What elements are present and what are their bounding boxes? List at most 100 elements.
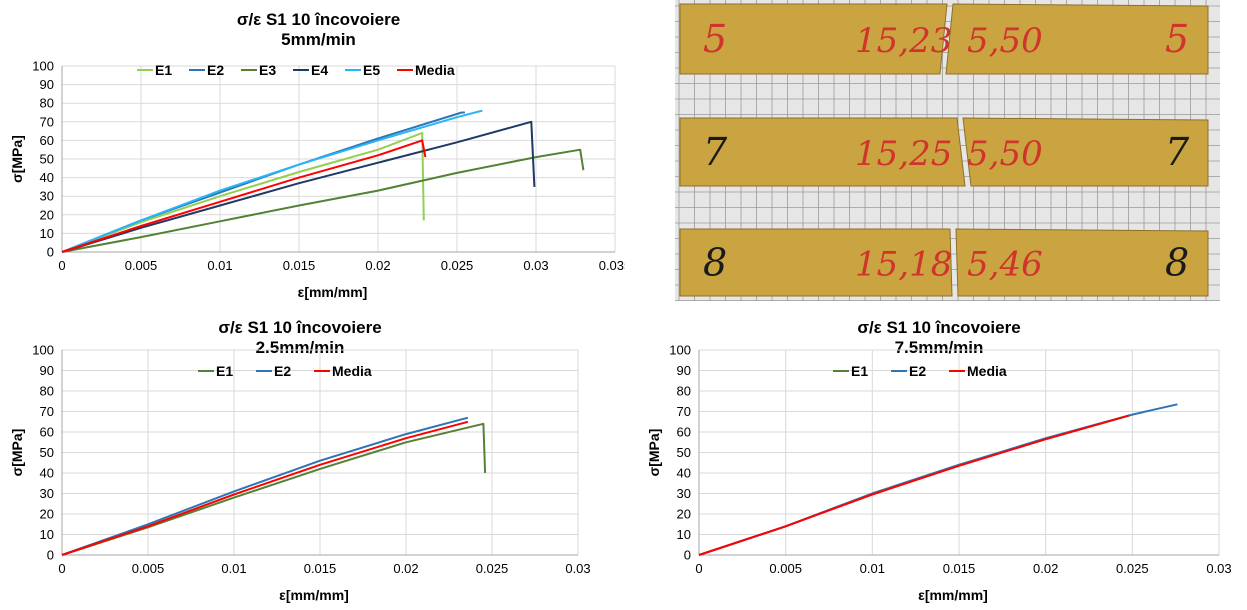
y-tick-label: 10 [40,226,54,241]
y-tick-label: 30 [40,486,54,501]
specimen-width-text: 15,18 [855,245,952,285]
y-tick-label: 90 [677,363,691,378]
chart-title: σ/ε S1 10 încovoiere [237,10,400,29]
specimen-mark-left: 5 [703,17,727,61]
chart-title: σ/ε S1 10 încovoiere [218,318,381,337]
x-tick-label: 0.015 [943,561,976,576]
specimen-mark-right: 8 [1165,241,1189,285]
chart-subtitle: 5mm/min [281,30,356,49]
specimen-mark-right: 7 [1165,130,1190,174]
chart-7-5mm-min: σ/ε S1 10 încovoiere 7.5mm/min 0 10 20 30 40 50… [637,312,1247,605]
y-tick-label: 0 [47,548,54,563]
chart-subtitle: 7.5mm/min [895,338,984,357]
x-tick-label: 0.03 [1206,561,1231,576]
legend-label-e1: E1 [155,62,172,78]
specimen-photo-svg: 5 15,23 5,50 5 7 15,25 5,50 7 8 15,18 5,46 8 [675,0,1220,301]
x-tick-label: 0.005 [769,561,802,576]
y-tick-label: 60 [677,425,691,440]
legend-label-media: Media [415,62,455,78]
x-axis-label: ε[mm/mm] [298,284,368,300]
y-tick-label: 100 [32,343,54,358]
y-tick-label: 20 [40,207,54,222]
specimen-thickness-text: 5,46 [967,245,1043,285]
x-tick-label: 0.015 [304,561,337,576]
x-tick-label: 0.01 [860,561,885,576]
x-tick-label: 0.02 [365,258,390,273]
specimen-left-half [679,117,966,187]
x-tick-label: 0.02 [1033,561,1058,576]
x-tick-label: 0.03 [565,561,590,576]
legend-label-e2: E2 [207,62,224,78]
y-tick-label: 50 [40,152,54,167]
legend-label-e3: E3 [259,62,276,78]
series-line-e5 [61,109,483,253]
chart-title: σ/ε S1 10 încovoiere [857,318,1020,337]
x-tick-label: 0.03 [523,258,548,273]
specimen-mark-left: 7 [703,130,728,174]
specimen-mark-left: 8 [703,241,727,285]
legend-label-e2: E2 [274,363,291,379]
y-tick-label: 40 [40,170,54,185]
y-tick-label: 70 [40,404,54,419]
y-axis-label: σ[MPa] [9,135,25,183]
y-tick-label: 60 [40,133,54,148]
y-tick-label: 50 [677,445,691,460]
series-line-e2 [61,416,469,556]
y-tick-label: 40 [40,466,54,481]
specimen-left-half [679,228,953,297]
y-axis-label: σ[MPa] [9,429,25,477]
legend-label-e1: E1 [851,363,868,379]
legend-label-media: Media [332,363,372,379]
y-axis-label: σ[MPa] [646,429,662,477]
x-axis-label: ε[mm/mm] [918,587,988,603]
y-tick-label: 70 [40,114,54,129]
specimen-left-half [679,3,948,75]
y-tick-label: 20 [677,507,691,522]
y-tick-label: 90 [40,363,54,378]
chart-2-5mm-min: σ/ε S1 10 încovoiere 2.5mm/min 0 10 20 30 40 50… [0,312,625,605]
legend-label-e5: E5 [363,62,380,78]
legend-label-e2: E2 [909,363,926,379]
y-tick-label: 80 [40,96,54,111]
x-tick-label: 0.005 [125,258,158,273]
y-tick-label: 30 [677,486,691,501]
specimen-mark-right: 5 [1165,17,1189,61]
x-tick-label: 0.005 [132,561,165,576]
x-axis-label: ε[mm/mm] [279,587,349,603]
x-tick-label: 0 [695,561,702,576]
x-tick-label: 0.025 [476,561,509,576]
specimen-thickness-text: 5,50 [967,134,1043,174]
y-tick-label: 80 [40,384,54,399]
x-tick-label: 0.015 [283,258,316,273]
specimen-right-half [962,117,1209,187]
y-tick-label: 0 [684,548,691,563]
legend-label-e4: E4 [311,62,328,78]
x-tick-label: 0.01 [207,258,232,273]
specimen-right-half [955,228,1209,297]
chart-5mm-min: σ/ε S1 10 încovoiere 5mm/min 0 10 20 30 40 50 60… [0,0,631,302]
specimen-width-text: 15,25 [855,134,952,174]
y-tick-label: 90 [40,77,54,92]
y-tick-label: 100 [669,343,691,358]
series-line-e1 [61,132,425,253]
y-tick-label: 0 [47,245,54,260]
y-tick-label: 40 [677,466,691,481]
x-tick-label: 0.025 [441,258,474,273]
x-tick-label: 0.01 [221,561,246,576]
y-tick-label: 30 [40,189,54,204]
series-line-e3 [61,148,585,253]
legend-label-media: Media [967,363,1007,379]
y-tick-label: 10 [677,527,691,542]
x-tick-label: 0.035 [599,258,625,273]
specimen-thickness-text: 5,50 [967,21,1043,61]
series-line-e1 [61,422,487,556]
specimen-right-half [945,3,1209,75]
x-tick-label: 0 [58,561,65,576]
series-line-media [61,420,469,556]
y-tick-label: 20 [40,507,54,522]
legend-label-e1: E1 [216,363,233,379]
y-tick-label: 60 [40,425,54,440]
specimen-photo: 5 15,23 5,50 5 7 15,25 5,50 7 8 15,18 5,46 8 [675,0,1220,301]
